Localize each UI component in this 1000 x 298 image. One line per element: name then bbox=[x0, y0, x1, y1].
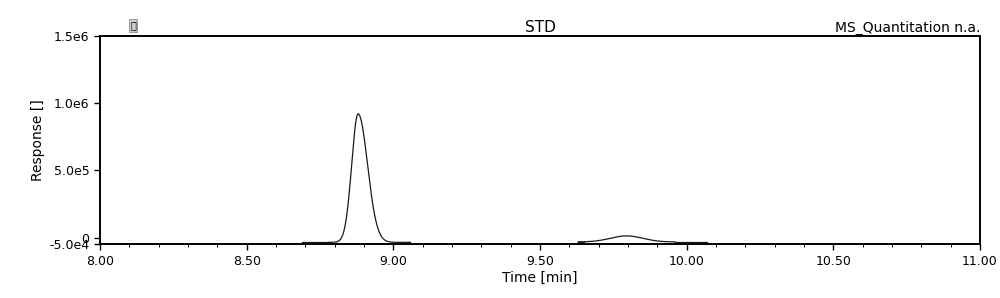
Title: STD: STD bbox=[525, 20, 555, 35]
Text: MS_Quantitation n.a.: MS_Quantitation n.a. bbox=[835, 21, 980, 35]
X-axis label: Time [min]: Time [min] bbox=[502, 271, 578, 285]
Y-axis label: Response []: Response [] bbox=[31, 99, 45, 181]
Text: ❓: ❓ bbox=[130, 20, 136, 30]
